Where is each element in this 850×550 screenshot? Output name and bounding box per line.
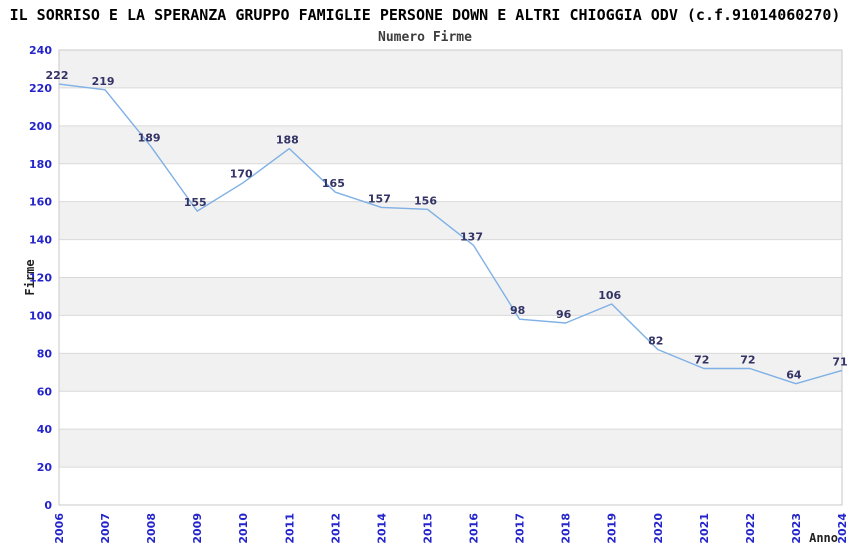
y-tick-label: 80 [37,347,53,360]
x-tick-label: 2010 [237,513,250,544]
band [59,125,842,164]
value-label: 219 [92,75,115,88]
x-tick-label: 2007 [99,513,112,544]
x-tick-label: 2016 [468,513,481,544]
value-label: 155 [184,196,207,209]
band [59,315,842,354]
value-label: 72 [694,354,709,367]
value-label: 82 [648,335,663,348]
y-tick-label: 60 [37,385,53,398]
x-tick-label: 2020 [652,513,665,544]
x-tick-label: 2017 [514,513,527,544]
x-tick-label: 2006 [53,513,66,544]
band [59,239,842,278]
band [59,163,842,202]
value-label: 96 [556,308,572,321]
value-label: 156 [414,194,437,207]
band [59,353,842,392]
value-label: 157 [368,192,391,205]
value-label: 106 [598,289,621,302]
y-tick-label: 240 [29,44,52,57]
band [59,201,842,240]
band [59,87,842,126]
y-tick-label: 160 [29,196,52,209]
x-tick-label: 2009 [191,513,204,544]
series-line [58,83,843,385]
y-tick-label: 220 [29,82,52,95]
x-tick-label: 2018 [560,513,573,544]
band [59,50,842,88]
value-label: 189 [138,132,161,145]
y-axis-title: Firme [23,259,37,295]
y-tick-label: 200 [29,120,52,133]
x-tick-label: 2021 [698,513,711,544]
x-tick-label: 2008 [145,513,158,544]
chart-subtitle: Numero Firme [378,30,472,45]
plot-area: 222 219 189 155 170 188 165 157 156 137 98 96 106 82 7… [23,44,849,545]
value-label: 98 [510,304,525,317]
y-tick-label: 20 [37,461,53,474]
chart-title: IL SORRISO E LA SPERANZA GRUPPO FAMIGLIE… [10,6,841,24]
x-tick-label: 2014 [375,513,388,544]
plot-border [58,49,843,506]
x-tick-label: 2015 [422,513,435,544]
band [59,429,842,468]
value-label: 165 [322,177,345,190]
y-tick-label: 120 [29,272,52,285]
value-label: 188 [276,134,299,147]
x-tick-label: 2011 [283,513,296,544]
value-label: 137 [460,230,483,243]
value-label: 72 [740,354,755,367]
x-axis-title: Anno [809,531,838,545]
y-tick-label: 40 [37,423,53,436]
x-tick-label: 2012 [329,513,342,544]
value-label: 170 [230,168,253,181]
y-tick-label: 100 [29,309,52,322]
x-tick-label: 2023 [790,513,803,544]
band [59,391,842,430]
x-tick-label: 2024 [836,513,849,544]
x-tick-label: 2019 [606,513,619,544]
x-tick-label: 2022 [744,513,757,544]
y-tick-label: 140 [29,234,52,247]
y-tick-label: 180 [29,158,52,171]
y-tick-label: 0 [44,499,52,512]
value-label: 71 [832,355,847,368]
value-label: 64 [786,369,802,382]
band [59,467,842,505]
value-label: 222 [46,69,69,82]
band [59,277,842,316]
